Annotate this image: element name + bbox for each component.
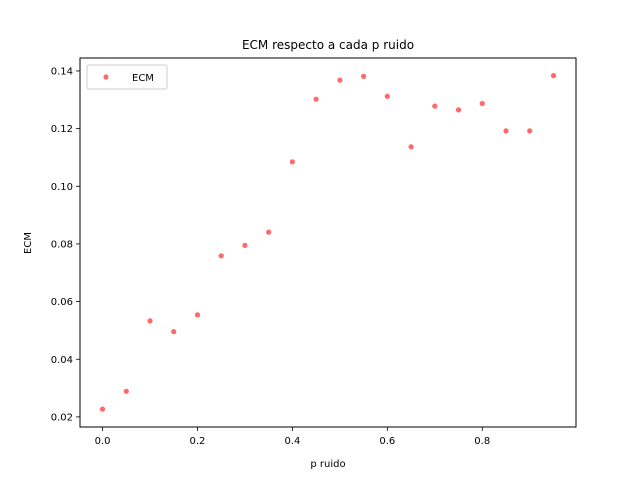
chart-title: ECM respecto a cada p ruido xyxy=(242,38,414,52)
data-point xyxy=(313,96,319,102)
y-tick-label: 0.14 xyxy=(51,66,73,77)
x-tick-label: 0.0 xyxy=(95,436,111,447)
legend-box xyxy=(86,64,168,90)
legend-marker xyxy=(103,74,109,80)
x-tick-label: 0.8 xyxy=(474,436,490,447)
y-tick-label: 0.10 xyxy=(51,182,73,193)
data-point xyxy=(123,388,129,394)
data-point xyxy=(218,253,224,259)
x-axis-label: p ruido xyxy=(310,459,345,470)
y-tick-label: 0.08 xyxy=(51,239,73,250)
data-point xyxy=(289,159,295,165)
legend-label: ECM xyxy=(132,73,154,84)
y-tick-label: 0.12 xyxy=(51,124,73,135)
data-point xyxy=(194,312,201,318)
x-tick-label: 0.2 xyxy=(190,436,206,447)
y-tick-label: 0.06 xyxy=(51,297,73,308)
legend: ECM xyxy=(86,64,168,90)
x-tick-label: 0.6 xyxy=(379,436,395,447)
data-point xyxy=(503,128,509,134)
data-point xyxy=(455,107,462,113)
data-point xyxy=(384,93,390,99)
data-point xyxy=(337,77,343,83)
y-tick-label: 0.04 xyxy=(51,355,73,366)
data-points xyxy=(99,73,557,412)
x-tick-label: 0.4 xyxy=(284,436,300,447)
data-point xyxy=(550,73,557,79)
data-point xyxy=(432,103,438,109)
data-point xyxy=(527,128,533,134)
data-point xyxy=(408,144,414,150)
data-point xyxy=(99,406,106,412)
axis-ticks: 0.0 0.2 0.4 0.6 0.8 0.02 0.04 0.06 0.08 0.10 0.12 0… xyxy=(51,66,490,447)
data-point xyxy=(242,242,248,248)
plot-frame xyxy=(79,57,577,428)
data-point xyxy=(147,318,153,324)
data-point xyxy=(361,73,367,79)
y-axis-label: ECM xyxy=(23,232,34,254)
y-tick-label: 0.02 xyxy=(51,412,73,423)
data-point xyxy=(171,329,177,335)
data-point xyxy=(266,229,272,235)
data-point xyxy=(479,100,485,107)
